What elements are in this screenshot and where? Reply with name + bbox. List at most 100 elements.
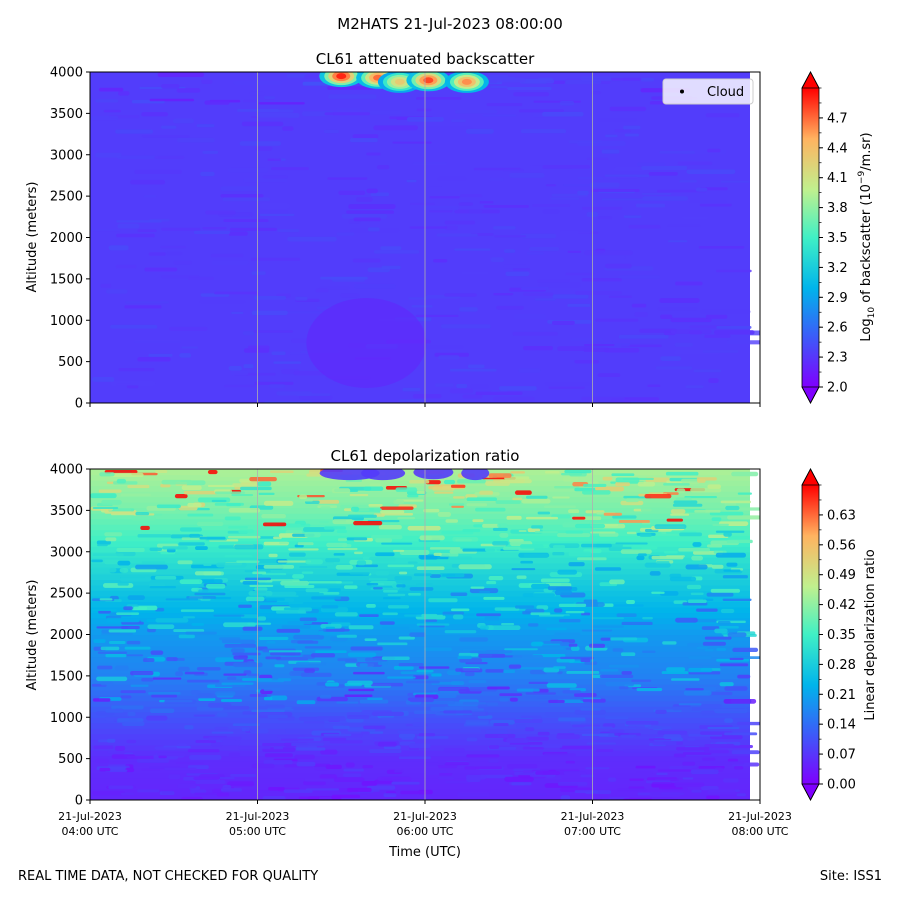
depolarization-streak — [714, 708, 748, 714]
backscatter-legend[interactable]: Cloud — [662, 78, 754, 105]
depolarization-streak — [248, 591, 273, 596]
depolarization-streak — [258, 636, 289, 640]
backscatter-streak — [698, 245, 745, 249]
depolarization-streak — [228, 508, 261, 513]
depolarization-streak — [657, 730, 688, 735]
backscatter-streak — [320, 276, 368, 280]
depolarization-band — [90, 595, 750, 602]
backscatter-streak — [205, 210, 236, 215]
backscatter-streak — [108, 245, 129, 251]
depolarization-streak — [690, 769, 719, 775]
depolarization-streak — [563, 771, 587, 775]
depolarization-streak — [476, 613, 501, 617]
backscatter-streak — [411, 305, 433, 308]
depolarization-streak — [311, 763, 331, 767]
backscatter-streak — [602, 176, 638, 179]
backscatter-streak — [148, 252, 166, 256]
depolarization-band — [90, 711, 750, 718]
depolarization-streak — [691, 789, 702, 793]
backscatter-streak — [161, 227, 201, 231]
depolarization-streak — [166, 657, 178, 662]
depolarization-streak — [142, 658, 155, 663]
depolarization-streak — [458, 652, 479, 657]
depolarization-streak — [557, 533, 591, 538]
depolarization-streak — [211, 499, 227, 503]
depolarization-streak — [178, 634, 195, 639]
depolarization-streak — [368, 503, 383, 507]
depolarization-streak — [661, 792, 685, 795]
depolarization-streak — [348, 625, 374, 630]
backscatter-streak — [449, 368, 497, 372]
backscatter-y-ticks: 0 500 1000 1500 2000 2500 3000 3500 4000 — [50, 66, 90, 412]
backscatter-streak — [273, 361, 302, 364]
depolarization-band — [90, 783, 750, 790]
depolarization-streak — [554, 632, 581, 638]
backscatter-streak — [460, 194, 483, 198]
depolarization-streak — [332, 519, 354, 525]
depolarization-streak — [179, 527, 202, 532]
depolarization-streak — [219, 637, 241, 641]
backscatter-streak — [243, 178, 288, 183]
depolarization-streak — [363, 486, 384, 491]
depolarization-streak — [485, 481, 510, 486]
depolarization-streak — [729, 657, 744, 661]
depolarization-streak — [554, 590, 573, 596]
depolarization-band — [90, 617, 750, 625]
depolarization-streak — [228, 752, 241, 758]
backscatter-streak — [437, 176, 467, 181]
depolarization-streak — [707, 691, 733, 696]
backscatter-streak — [179, 353, 192, 358]
backscatter-streak — [376, 164, 390, 170]
depolarization-band — [90, 656, 750, 663]
depolarization-streak — [177, 560, 193, 565]
depolarization-streak — [686, 664, 703, 668]
backscatter-streak — [548, 386, 585, 389]
backscatter-streak — [366, 152, 381, 156]
depolarization-streak — [629, 778, 644, 781]
backscatter-colorbar-extend-min-icon — [801, 386, 820, 404]
depolarization-streak — [91, 559, 103, 563]
depolarization-streak — [637, 481, 656, 487]
depolarization-streak — [484, 616, 500, 621]
depolarization-streak — [346, 537, 368, 541]
backscatter-streak — [366, 188, 378, 194]
backscatter-streak — [134, 169, 182, 174]
depolarization-streak — [114, 745, 126, 751]
backscatter-streak — [459, 307, 478, 312]
depolarization-band — [90, 761, 750, 768]
depolarization-streak — [242, 711, 258, 715]
depolarization-streak — [704, 636, 732, 640]
depolarization-streak — [409, 697, 435, 703]
depolarization-cloud-region — [413, 469, 454, 480]
depolarization-streak — [516, 575, 527, 579]
depolarization-streak — [96, 676, 128, 682]
depolarization-streak — [228, 526, 248, 529]
backscatter-streak — [241, 121, 284, 127]
backscatter-colorbar-label: Log10 of backscatter (10−9/m.sr) — [857, 132, 877, 341]
depolarization-streak — [392, 549, 405, 552]
backscatter-streak — [726, 340, 760, 345]
depolarization-streak — [268, 553, 278, 558]
depolarization-streak — [320, 749, 338, 755]
backscatter-streak — [161, 83, 180, 89]
depolarization-streak — [213, 596, 232, 600]
depolarization-streak — [164, 699, 197, 704]
depolarization-streak — [673, 500, 698, 504]
depolarization-streak — [396, 584, 406, 588]
backscatter-heatmap — [90, 72, 760, 403]
depolarization-streak — [227, 676, 237, 680]
depolarization-streak — [303, 721, 325, 724]
depolarization-streak — [528, 681, 549, 684]
depolarization-streak — [691, 555, 704, 561]
depolarization-streak — [452, 614, 464, 620]
depolarization-streak — [377, 661, 389, 665]
depolarization-streak — [559, 745, 594, 750]
backscatter-streak — [623, 397, 660, 402]
depolarization-band — [90, 513, 750, 520]
depolarization-streak — [372, 737, 382, 742]
depolarization-streak — [580, 774, 595, 778]
depolarization-streak — [149, 585, 177, 589]
y-tick-label: 2500 — [50, 190, 83, 205]
depolarization-streak — [354, 551, 363, 555]
depolarization-streak — [91, 567, 117, 573]
